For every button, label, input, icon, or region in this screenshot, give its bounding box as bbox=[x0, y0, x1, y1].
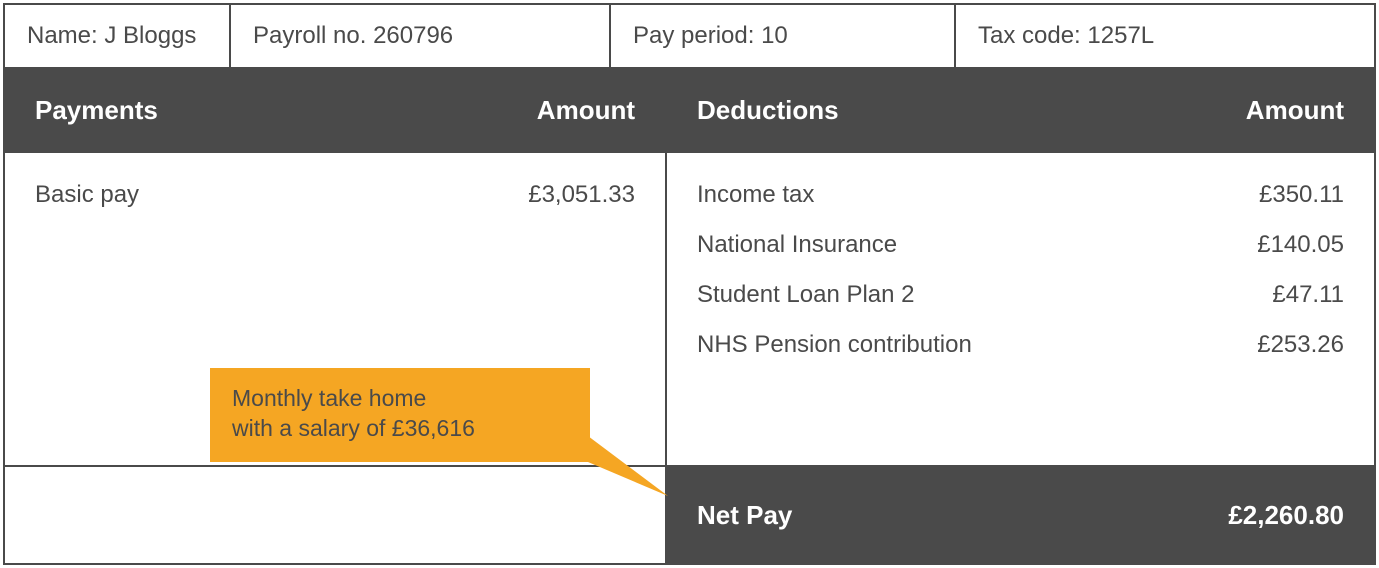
column-header-row: Payments Amount Deductions Amount bbox=[5, 67, 1374, 153]
payroll-label: Payroll no. bbox=[253, 22, 366, 50]
net-pay-amount: £2,260.80 bbox=[1228, 500, 1344, 531]
payment-label: Basic pay bbox=[35, 181, 139, 209]
pay-period-value: 10 bbox=[761, 22, 788, 50]
deduction-line: National Insurance £140.05 bbox=[697, 231, 1344, 259]
deduction-line: Income tax £350.11 bbox=[697, 181, 1344, 209]
deduction-line: NHS Pension contribution £253.26 bbox=[697, 331, 1344, 359]
payments-amount-header: Amount bbox=[537, 95, 635, 126]
payments-header: Payments Amount bbox=[5, 67, 667, 153]
top-info-row: Name: J Bloggs Payroll no. 260796 Pay pe… bbox=[5, 5, 1374, 67]
callout-line-1: Monthly take home bbox=[232, 384, 568, 414]
callout-line-2: with a salary of £36,616 bbox=[232, 414, 568, 444]
payment-amount: £3,051.33 bbox=[528, 181, 635, 209]
tax-code-label: Tax code: bbox=[978, 22, 1081, 50]
payroll-cell: Payroll no. 260796 bbox=[231, 5, 611, 67]
payroll-value: 260796 bbox=[373, 22, 453, 50]
footer-row: Net Pay £2,260.80 bbox=[5, 465, 1374, 563]
payments-header-label: Payments bbox=[35, 95, 158, 126]
name-cell: Name: J Bloggs bbox=[5, 5, 231, 67]
deduction-line: Student Loan Plan 2 £47.11 bbox=[697, 281, 1344, 309]
pay-period-label: Pay period: bbox=[633, 22, 754, 50]
net-pay-cell: Net Pay £2,260.80 bbox=[667, 467, 1374, 563]
name-value: J Bloggs bbox=[104, 22, 196, 50]
pay-period-cell: Pay period: 10 bbox=[611, 5, 956, 67]
tax-code-cell: Tax code: 1257L bbox=[956, 5, 1374, 67]
deductions-amount-header: Amount bbox=[1246, 95, 1344, 126]
callout-box: Monthly take home with a salary of £36,6… bbox=[210, 368, 590, 462]
deduction-label: Student Loan Plan 2 bbox=[697, 281, 915, 309]
deduction-amount: £253.26 bbox=[1257, 331, 1344, 359]
deduction-amount: £47.11 bbox=[1272, 281, 1344, 309]
deductions-header-label: Deductions bbox=[697, 95, 839, 126]
deduction-label: Income tax bbox=[697, 181, 814, 209]
deductions-column: Income tax £350.11 National Insurance £1… bbox=[667, 153, 1374, 465]
name-label: Name: bbox=[27, 22, 98, 50]
deduction-amount: £350.11 bbox=[1259, 181, 1344, 209]
payslip: Name: J Bloggs Payroll no. 260796 Pay pe… bbox=[3, 3, 1376, 565]
deduction-label: NHS Pension contribution bbox=[697, 331, 972, 359]
tax-code-value: 1257L bbox=[1087, 22, 1154, 50]
payment-line: Basic pay £3,051.33 bbox=[35, 181, 635, 209]
deduction-amount: £140.05 bbox=[1257, 231, 1344, 259]
footer-left-blank bbox=[5, 467, 667, 563]
net-pay-label: Net Pay bbox=[697, 500, 792, 531]
deduction-label: National Insurance bbox=[697, 231, 897, 259]
deductions-header: Deductions Amount bbox=[667, 67, 1374, 153]
